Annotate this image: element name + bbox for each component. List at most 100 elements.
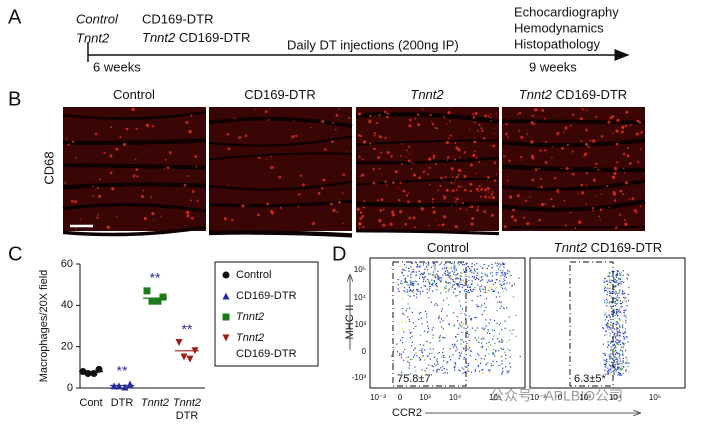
event-dot (622, 343, 624, 345)
stain-dot (569, 124, 572, 127)
stain-dot (531, 114, 534, 117)
event-dot (616, 327, 618, 329)
event-dot (609, 293, 611, 295)
stain-dot (97, 194, 102, 198)
event-dot (424, 268, 426, 270)
stain-dot (372, 168, 375, 171)
event-dot (450, 286, 452, 288)
panel-label: D (332, 243, 346, 265)
event-dot (478, 354, 480, 356)
group-label: Tnnt2 (76, 30, 110, 45)
event-dot (405, 357, 407, 359)
stain-dot (639, 205, 642, 208)
event-dot (613, 311, 615, 313)
event-dot (446, 362, 448, 364)
event-dot (422, 273, 424, 275)
event-dot (492, 283, 494, 285)
event-dot (606, 291, 609, 293)
stain-dot (384, 136, 387, 140)
event-dot (486, 275, 488, 277)
stain-dot (622, 193, 625, 196)
event-dot (423, 344, 425, 346)
stain-dot (373, 134, 376, 137)
event-dot (411, 345, 413, 347)
stain-dot (508, 195, 513, 199)
event-dot (441, 369, 443, 371)
event-dot (616, 310, 618, 312)
event-dot (620, 373, 622, 375)
stain-dot (432, 206, 435, 209)
event-dot (467, 284, 469, 286)
stain-dot (503, 155, 506, 158)
event-dot (612, 360, 615, 362)
stain-dot (477, 129, 479, 132)
event-dot (408, 329, 410, 331)
event-dot (621, 367, 624, 369)
event-dot (469, 346, 471, 349)
event-dot (415, 274, 417, 276)
event-dot (609, 332, 611, 335)
event-dot (606, 346, 609, 348)
data-point (222, 292, 230, 300)
stain-dot (526, 133, 529, 136)
event-dot (611, 298, 613, 300)
row-label: CD68 (41, 151, 56, 184)
event-dot (453, 263, 455, 265)
stain-dot (450, 181, 453, 184)
stain-dot (472, 153, 476, 157)
event-dot (620, 314, 622, 316)
event-dot (609, 356, 611, 358)
event-dot (444, 372, 446, 374)
event-dot (474, 337, 476, 339)
event-dot (486, 342, 488, 344)
event-dot (618, 356, 620, 358)
event-dot (602, 327, 604, 329)
event-dot (430, 266, 433, 268)
event-dot (498, 350, 500, 352)
event-dot (409, 290, 411, 292)
event-dot (404, 277, 407, 279)
stain-dot (341, 192, 344, 194)
stain-dot (359, 175, 361, 177)
event-dot (439, 338, 441, 340)
event-dot (415, 352, 417, 354)
event-dot (606, 300, 609, 302)
event-dot (396, 343, 398, 345)
event-dot (478, 365, 480, 367)
event-dot (610, 283, 612, 285)
event-dot (442, 348, 444, 350)
stain-dot (490, 119, 492, 122)
event-dot (468, 315, 471, 317)
event-dot (427, 278, 429, 280)
event-dot (613, 281, 615, 283)
event-dot (408, 362, 410, 364)
event-dot (479, 289, 481, 291)
stain-dot (143, 216, 147, 221)
event-dot (459, 293, 461, 295)
event-dot (618, 309, 620, 311)
event-dot (455, 269, 457, 271)
stain-dot (505, 123, 508, 126)
watermark: 公众号 · APLBIO公司 (490, 388, 623, 404)
event-dot (479, 286, 481, 288)
event-dot (400, 280, 402, 282)
event-dot (503, 263, 506, 265)
event-dot (617, 308, 619, 311)
stain-dot (629, 124, 632, 127)
stain-dot (518, 129, 521, 132)
y-tick-label: 10³ (354, 320, 366, 329)
event-dot (413, 285, 415, 287)
title-text: CD169-DTR (244, 87, 316, 102)
title: Tnnt2 CD169-DTR (519, 87, 627, 102)
stain-dot (503, 225, 507, 229)
event-dot (421, 323, 423, 325)
stain-dot (587, 146, 590, 149)
event-dot (607, 370, 609, 372)
event-dot (474, 279, 476, 281)
event-dot (440, 276, 442, 279)
event-dot (622, 372, 624, 374)
event-dot (412, 292, 415, 294)
y-tick-label: 20 (61, 341, 73, 353)
event-dot (405, 266, 407, 268)
event-dot (489, 369, 491, 371)
